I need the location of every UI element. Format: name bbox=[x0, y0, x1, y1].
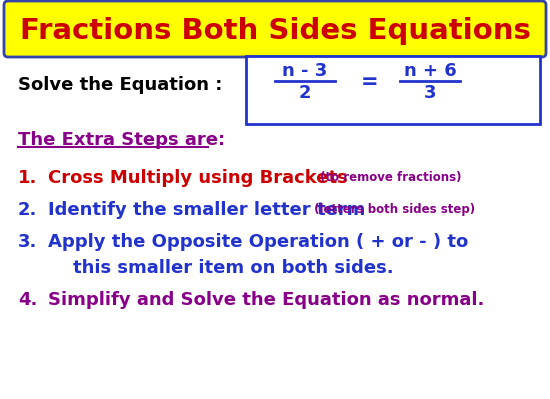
Text: The Extra Steps are:: The Extra Steps are: bbox=[18, 131, 225, 149]
Text: (to remove fractions): (to remove fractions) bbox=[316, 172, 461, 184]
FancyBboxPatch shape bbox=[4, 1, 546, 57]
Text: Identify the smaller letter term: Identify the smaller letter term bbox=[48, 201, 365, 219]
Text: 2: 2 bbox=[299, 84, 311, 102]
FancyBboxPatch shape bbox=[246, 56, 540, 124]
Text: Solve the Equation :: Solve the Equation : bbox=[18, 76, 222, 94]
Text: this smaller item on both sides.: this smaller item on both sides. bbox=[48, 259, 394, 277]
Text: n - 3: n - 3 bbox=[282, 62, 328, 80]
Text: (letters both sides step): (letters both sides step) bbox=[310, 203, 475, 217]
Text: n + 6: n + 6 bbox=[404, 62, 456, 80]
Text: 3.: 3. bbox=[18, 233, 37, 251]
Text: Cross Multiply using Brackets: Cross Multiply using Brackets bbox=[48, 169, 348, 187]
Text: 4.: 4. bbox=[18, 291, 37, 309]
Text: 3: 3 bbox=[424, 84, 436, 102]
Text: Apply the Opposite Operation ( + or - ) to: Apply the Opposite Operation ( + or - ) … bbox=[48, 233, 468, 251]
Text: Fractions Both Sides Equations: Fractions Both Sides Equations bbox=[20, 17, 530, 45]
Text: 2.: 2. bbox=[18, 201, 37, 219]
Text: 1.: 1. bbox=[18, 169, 37, 187]
Text: =: = bbox=[361, 72, 379, 92]
Text: Simplify and Solve the Equation as normal.: Simplify and Solve the Equation as norma… bbox=[48, 291, 485, 309]
